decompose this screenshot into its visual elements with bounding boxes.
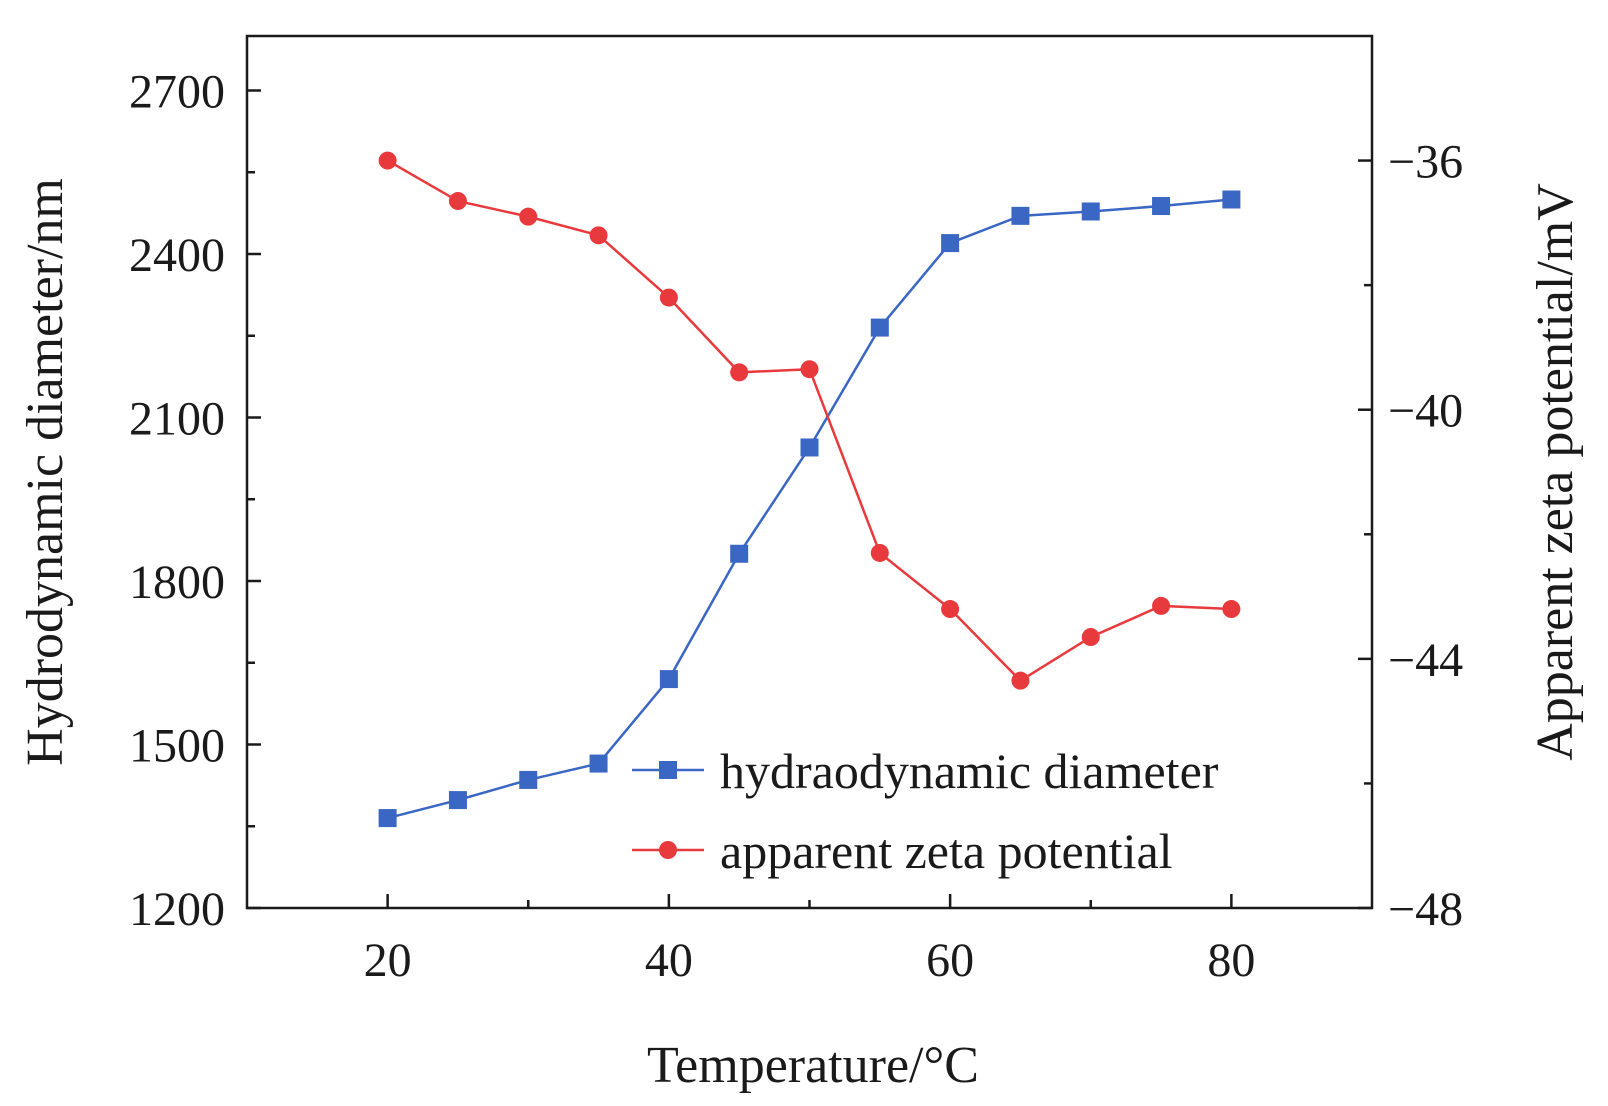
series-line-zeta [387,159,1232,682]
data-point-zeta [1222,600,1241,619]
data-point-diameter [1011,206,1030,225]
data-point-zeta [870,543,889,562]
legend: hydraodynamic diameter apparent zeta pot… [632,743,1219,879]
data-point-diameter [378,809,397,828]
data-point-zeta [378,151,397,170]
y-left-tick-label: 2100 [129,393,225,446]
y-right-tick-label: −40 [1388,385,1463,438]
axis-ticks [247,89,1372,910]
y-left-tick-label: 1800 [129,556,225,609]
data-point-zeta [659,288,678,307]
data-point-zeta [519,207,538,226]
legend-marker-diameter [659,761,677,779]
data-point-diameter [448,791,467,810]
data-point-diameter [730,544,749,563]
y-left-tick-label: 2400 [129,229,225,282]
data-point-zeta [1152,596,1171,615]
data-point-diameter [1081,202,1100,221]
data-point-zeta [448,192,467,211]
tick-labels: 20 40 60 80 1200 1500 1800 2100 2400 2700 −48 −44 −4… [129,66,1463,988]
data-point-diameter [941,234,960,253]
y-axis-title-left: Hydrodynamic diameter/nm [17,178,74,766]
x-axis-title: Temperature/°C [647,1037,979,1094]
data-point-diameter [659,670,678,689]
y-left-tick-label: 1200 [129,883,225,936]
y-right-tick-label: −48 [1388,883,1463,936]
data-point-diameter [519,770,538,789]
data-point-zeta [589,226,608,245]
data-point-zeta [1011,671,1030,690]
y-left-tick-label: 1500 [129,720,225,773]
legend-label-zeta: apparent zeta potential [720,823,1173,879]
data-point-diameter [800,438,819,457]
data-point-zeta [800,360,819,379]
data-point-zeta [730,363,749,382]
data-point-zeta [1081,628,1100,647]
x-tick-label: 20 [364,934,412,987]
legend-marker-zeta [659,841,677,859]
y-axis-title-right: Apparent zeta potential/mV [1527,183,1584,761]
data-point-diameter [589,754,608,773]
series-line-diameter [387,198,1232,820]
data-point-diameter [1152,197,1171,216]
y-right-tick-label: −36 [1388,136,1463,189]
data-point-zeta [941,600,960,619]
series-layer [378,151,1241,828]
data-point-diameter [870,318,889,337]
x-tick-label: 60 [926,934,974,987]
data-point-diameter [1222,190,1241,209]
x-tick-label: 40 [645,934,693,987]
legend-label-diameter: hydraodynamic diameter [720,743,1219,799]
x-tick-label: 80 [1207,934,1255,987]
y-right-tick-label: −44 [1388,634,1463,687]
y-left-tick-label: 2700 [129,66,225,119]
